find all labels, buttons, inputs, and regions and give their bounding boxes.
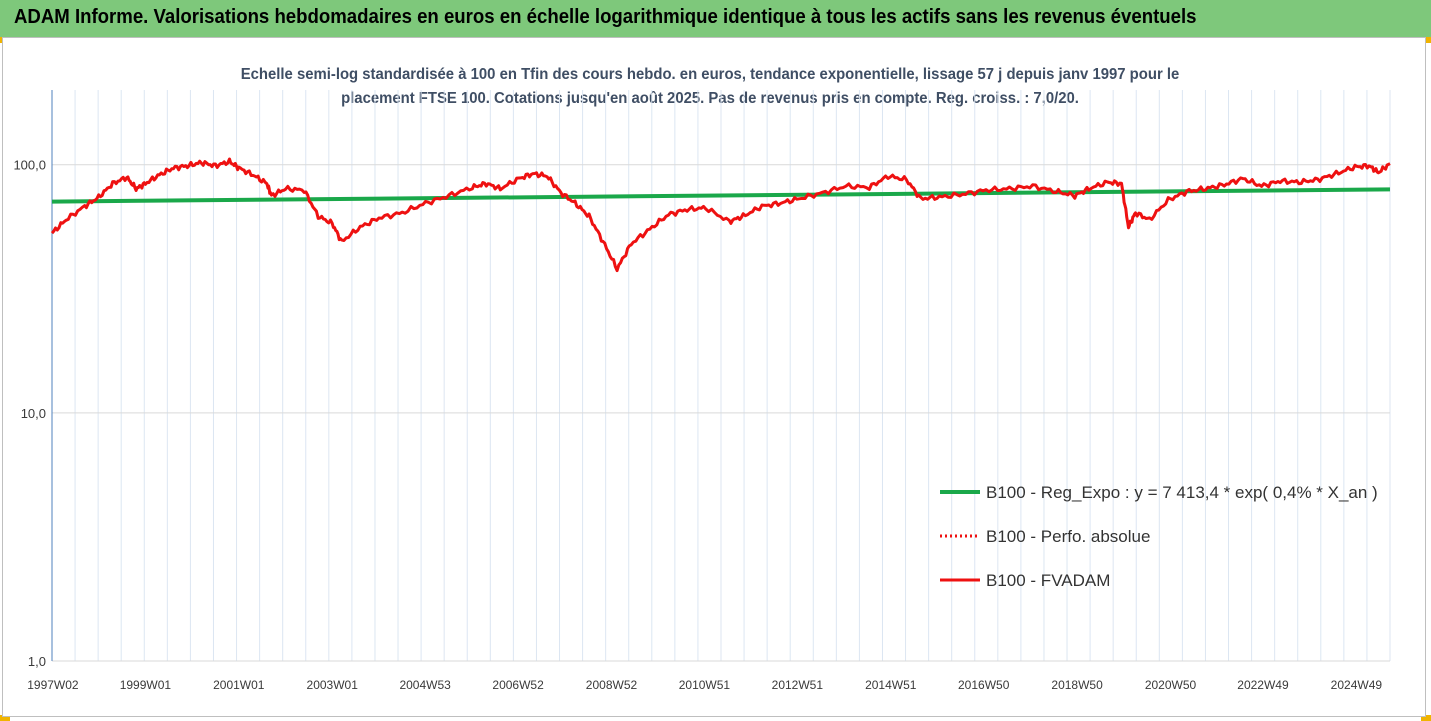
legend-label-1: B100 - Reg_Expo : y = 7 413,4 * exp( 0,4… [986, 483, 1378, 502]
y-tick-label: 1,0 [28, 654, 46, 669]
x-tick-label: 2006W52 [492, 678, 544, 692]
x-tick-label: 2001W01 [213, 678, 265, 692]
y-tick-label: 10,0 [21, 406, 46, 421]
series-line-1 [51, 187, 1391, 204]
chart-subtitle: Echelle semi-log standardisée à 100 en T… [60, 63, 1360, 111]
chart-series [50, 157, 1391, 273]
legend-label-2: B100 - Perfo. absolue [986, 527, 1150, 546]
corner-marker-bottom-left [0, 715, 10, 721]
corner-marker-bottom-right [1421, 715, 1431, 721]
header-bar: ADAM Informe. Valorisations hebdomadaire… [0, 0, 1431, 37]
corner-marker-right [1421, 37, 1431, 43]
y-tick-label: 100,0 [13, 158, 46, 173]
x-tick-label: 2004W53 [399, 678, 451, 692]
x-tick-label: 2016W50 [958, 678, 1010, 692]
y-tick-labels: 1,0 10,0 100,0 [13, 158, 46, 669]
x-tick-label: 1999W01 [120, 678, 172, 692]
x-tick-label: 2018W50 [1051, 678, 1103, 692]
x-tick-label: 2020W50 [1145, 678, 1197, 692]
page-title: ADAM Informe. Valorisations hebdomadaire… [14, 6, 1197, 28]
x-tick-label: 2012W51 [772, 678, 824, 692]
x-tick-label: 2024W49 [1331, 678, 1383, 692]
chart-subtitle-line-2: placement FTSE 100. Cotations jusqu'en a… [341, 90, 1079, 107]
series-line-3 [50, 157, 1391, 273]
chart-legend: B100 - Reg_Expo : y = 7 413,4 * exp( 0,4… [940, 483, 1378, 590]
x-tick-label: 2003W01 [307, 678, 359, 692]
legend-label-3: B100 - FVADAM [986, 571, 1110, 590]
x-tick-label: 2010W51 [679, 678, 731, 692]
x-tick-label: 2008W52 [586, 678, 638, 692]
chart-frame [2, 37, 1426, 717]
x-tick-label: 2022W49 [1237, 678, 1289, 692]
x-tick-labels: 1997W02 1999W01 2001W01 2003W01 2004W53 2006W… [27, 678, 1382, 692]
x-tick-label: 2014W51 [865, 678, 917, 692]
chart-subtitle-line-1: Echelle semi-log standardisée à 100 en T… [240, 66, 1180, 83]
x-tick-label: 1997W02 [27, 678, 79, 692]
chart-grid [52, 90, 1391, 662]
